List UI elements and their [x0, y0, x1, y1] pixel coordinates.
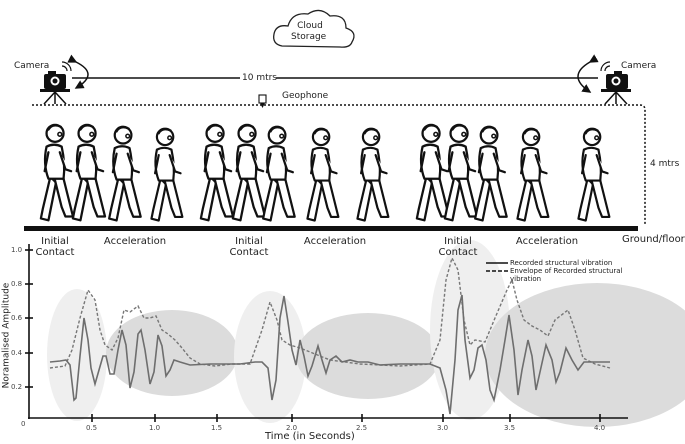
x-tick-label: 1.0 [149, 424, 161, 432]
recorded-vibration-series-line [49, 294, 610, 415]
legend-item-recorded: Recorded structural vibration [510, 259, 613, 267]
x-tick-label: 3.0 [437, 424, 449, 432]
distance-label: 10 mtrs [242, 73, 277, 83]
phase-label-initial-contact-1: Initial Contact [30, 236, 80, 258]
x-tick-label: 0.5 [86, 424, 98, 432]
x-tick-label: 2.5 [356, 424, 368, 432]
y-tick-label: 0.6 [11, 314, 23, 322]
cloud-label-line2: Storage [291, 32, 327, 42]
walking-figures [39, 123, 611, 222]
phase-line2: Contact [229, 247, 269, 258]
legend-item-envelope: Envelope of Recorded structural vibratio… [510, 267, 623, 283]
pan-arrow-right-icon [577, 54, 599, 93]
ground-floor-bar [24, 226, 638, 231]
geophone-icon [258, 94, 267, 108]
x-tick-label: 3.5 [504, 424, 516, 432]
x-tick-label: 4.0 [594, 424, 606, 432]
y-axis-title: Noramalised Amplitude [1, 282, 12, 389]
camera-right-icon [600, 61, 631, 105]
y-tick-label: 0.2 [11, 383, 23, 391]
phase-line1: Initial [41, 236, 69, 247]
y-tick-label: 1.0 [11, 246, 23, 254]
phase-label-acceleration-2: Acceleration [303, 236, 367, 247]
y-tick-label: 0.8 [11, 280, 23, 288]
phase-line1: Initial [444, 236, 472, 247]
camera-right-label: Camera [621, 61, 657, 71]
phase-line2: Contact [35, 247, 75, 258]
y-tick-label: 0.4 [11, 349, 23, 357]
cloud-label-line1: Cloud [297, 21, 323, 31]
phase-label-acceleration-1: Acceleration [103, 236, 167, 247]
chart-axes [25, 244, 628, 422]
phase-label-acceleration-3: Acceleration [515, 236, 579, 247]
cloud-storage-icon [273, 9, 355, 48]
sensor-range-dotted-line [32, 104, 646, 225]
height-label: 4 mtrs [650, 159, 680, 169]
phase-label-initial-contact-3: Initial Contact [433, 236, 483, 258]
envelope-series-line [49, 256, 611, 369]
phase-line2: Contact [438, 247, 478, 258]
y-tick-label: 0 [21, 420, 26, 428]
phase-line1: Initial [235, 236, 263, 247]
camera-left-icon [40, 61, 72, 105]
geophone-label: Geophone [282, 91, 329, 101]
x-tick-label: 1.5 [211, 424, 223, 432]
camera-left-label: Camera [14, 61, 50, 71]
pan-arrow-left-icon [67, 54, 89, 89]
x-axis-title: Time (in Seconds) [265, 431, 355, 442]
ground-label: Ground/floor [622, 234, 685, 245]
x-tick-label: 2.0 [286, 424, 298, 432]
phase-label-initial-contact-2: Initial Contact [224, 236, 274, 258]
